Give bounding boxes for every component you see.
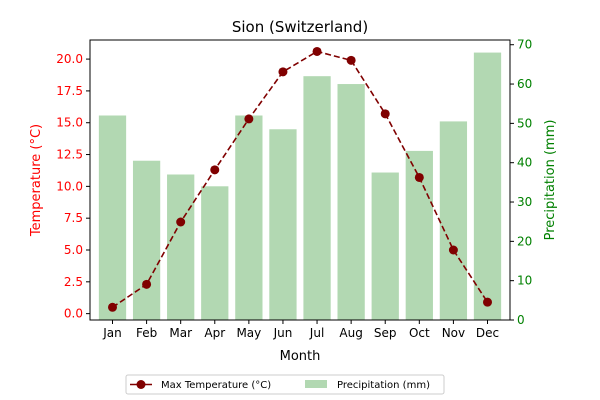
temperature-point-sep — [380, 109, 390, 119]
temperature-point-nov — [448, 245, 458, 255]
left-y-tick-label: 15.0 — [56, 116, 83, 130]
x-tick-label-jun: Jun — [273, 326, 293, 340]
temperature-point-jul — [312, 46, 322, 56]
x-tick-label-nov: Nov — [442, 326, 465, 340]
left-y-tick-label: 20.0 — [56, 52, 83, 66]
legend-frame — [125, 374, 445, 395]
x-tick-label-mar: Mar — [169, 326, 192, 340]
x-axis-label: Month — [280, 349, 321, 364]
temperature-point-aug — [346, 55, 356, 65]
right-y-tick-label: 70 — [517, 38, 532, 52]
left-y-tick-label: 0.0 — [64, 307, 83, 321]
precipitation-bar-jan — [98, 115, 127, 320]
x-tick-label-dec: Dec — [476, 326, 499, 340]
left-y-tick-label: 5.0 — [64, 243, 83, 257]
legend-line-marker — [136, 380, 146, 389]
left-y-tick-label: 10.0 — [56, 179, 83, 193]
precipitation-bar-mar — [167, 174, 195, 320]
temperature-point-dec — [483, 297, 492, 307]
precipitation-bar-aug — [337, 84, 365, 320]
temperature-point-apr — [210, 165, 220, 175]
temperature-line-layer — [108, 46, 492, 312]
legend-label-precipitation: Precipitation (mm) — [337, 380, 430, 391]
chart-title: Sion (Switzerland) — [232, 18, 368, 36]
right-y-axis-label: Precipitation (mm) — [543, 120, 558, 241]
precipitation-bar-jul — [303, 76, 331, 320]
left-y-tick-label: 2.5 — [64, 275, 83, 289]
right-y-tick-label: 50 — [517, 116, 532, 130]
x-tick-label-may: May — [236, 326, 261, 340]
temperature-point-mar — [176, 217, 186, 227]
precipitation-bar-jun — [269, 129, 297, 320]
right-y-tick-label: 30 — [517, 195, 532, 209]
left-y-axis: 0.0 2.5 5.0 7.5 10.0 12.5 15.0 17.5 20.0 — [56, 52, 90, 321]
temperature-point-jan — [108, 302, 117, 312]
temperature-line — [112, 50, 489, 308]
x-tick-label-jan: Jan — [102, 326, 122, 340]
legend-label-temperature: Max Temperature (°C) — [161, 380, 271, 391]
right-y-tick-label: 10 — [517, 274, 532, 288]
precipitation-bar-apr — [201, 186, 229, 320]
left-y-tick-label: 12.5 — [56, 148, 83, 162]
temperature-point-jun — [278, 67, 288, 77]
temperature-point-feb — [142, 279, 152, 289]
temperature-point-oct — [414, 172, 424, 182]
legend: Max Temperature (°C) Precipitation (mm) — [125, 374, 445, 395]
x-tick-label-feb: Feb — [136, 326, 157, 340]
right-y-tick-label: 60 — [517, 77, 532, 91]
x-axis: Jan Feb Mar Apr May Jun Jul Aug Sep Oct Nov Dec — [102, 320, 499, 340]
x-tick-label-aug: Aug — [339, 326, 362, 340]
temperature-point-may — [244, 114, 254, 124]
left-y-tick-label: 17.5 — [56, 84, 83, 98]
precipitation-bars — [98, 52, 502, 321]
precipitation-bar-feb — [132, 160, 161, 320]
right-y-tick-label: 20 — [517, 234, 532, 248]
left-y-tick-label: 7.5 — [64, 211, 83, 225]
left-y-axis-label: Temperature (°C) — [29, 124, 44, 237]
precipitation-bar-may — [235, 115, 263, 320]
x-tick-label-oct: Oct — [409, 326, 430, 340]
right-y-tick-label: 40 — [517, 156, 532, 170]
precipitation-bar-sep — [371, 172, 399, 320]
x-tick-label-apr: Apr — [204, 326, 225, 340]
x-tick-label-sep: Sep — [374, 326, 397, 340]
right-y-axis: 0 10 20 30 40 50 60 70 — [510, 38, 532, 327]
right-y-tick-label: 0 — [517, 313, 525, 327]
precipitation-bar-dec — [473, 52, 502, 321]
plot-frame — [89, 39, 511, 321]
legend-bar-swatch — [305, 380, 327, 388]
x-tick-label-jul: Jul — [309, 326, 324, 340]
precipitation-bar-nov — [439, 121, 468, 320]
